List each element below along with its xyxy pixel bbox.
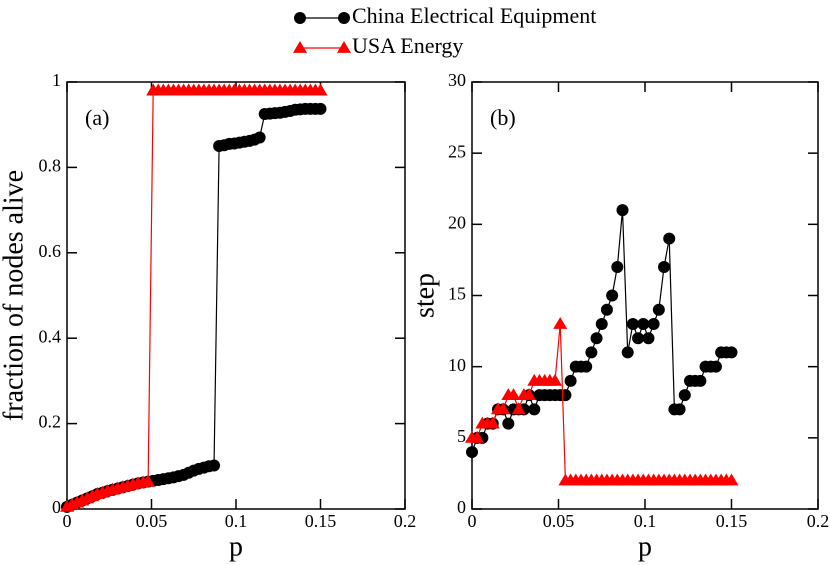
series-line bbox=[66, 108, 321, 508]
series-line bbox=[66, 89, 321, 508]
panel-label: (a) bbox=[85, 105, 109, 130]
data-point bbox=[548, 373, 563, 386]
data-point bbox=[470, 430, 485, 443]
x-tick-label: 0.05 bbox=[543, 511, 575, 531]
legend-label: USA Energy bbox=[352, 33, 463, 58]
legend-label: China Electrical Equipment bbox=[352, 3, 596, 28]
x-tick-label: 0.1 bbox=[225, 511, 248, 531]
data-point bbox=[313, 83, 328, 96]
data-point bbox=[652, 303, 665, 316]
data-point bbox=[595, 317, 608, 330]
data-point bbox=[553, 316, 568, 329]
data-point bbox=[466, 446, 478, 459]
y-tick-label: 30 bbox=[448, 70, 466, 90]
data-point bbox=[611, 261, 624, 274]
data-point bbox=[616, 204, 629, 217]
y-axis-label: step bbox=[409, 273, 440, 318]
data-point bbox=[506, 388, 521, 401]
data-point bbox=[590, 332, 603, 345]
x-tick-label: 0 bbox=[468, 511, 477, 531]
x-tick-label: 0 bbox=[63, 511, 72, 531]
y-tick-label: 1 bbox=[52, 70, 61, 90]
data-point bbox=[725, 346, 738, 359]
y-tick-label: 0.2 bbox=[39, 412, 62, 432]
x-tick-label: 0.15 bbox=[716, 511, 748, 531]
data-point bbox=[208, 459, 221, 472]
data-point bbox=[580, 360, 593, 373]
x-axis-label: p bbox=[638, 531, 652, 562]
y-tick-label: 25 bbox=[448, 141, 466, 161]
data-point bbox=[637, 317, 650, 330]
data-point bbox=[626, 317, 639, 330]
data-point bbox=[621, 346, 634, 359]
x-tick-label: 0.15 bbox=[305, 511, 337, 531]
data-point bbox=[559, 389, 572, 402]
data-point bbox=[314, 102, 327, 115]
data-point bbox=[502, 417, 515, 430]
data-point bbox=[585, 346, 598, 359]
y-tick-label: 15 bbox=[448, 284, 466, 304]
data-point bbox=[724, 473, 739, 486]
plot-frame bbox=[471, 81, 819, 510]
y-tick-label: 20 bbox=[448, 212, 466, 232]
y-tick-label: 0 bbox=[52, 497, 61, 517]
legend-marker bbox=[337, 41, 351, 53]
data-point bbox=[606, 289, 619, 302]
data-point bbox=[632, 332, 645, 345]
x-tick-label: 0.2 bbox=[807, 511, 830, 531]
x-tick-label: 0.1 bbox=[634, 511, 657, 531]
y-tick-label: 0.6 bbox=[39, 241, 62, 261]
data-point bbox=[709, 360, 722, 373]
data-point bbox=[496, 402, 511, 415]
data-point bbox=[522, 388, 537, 401]
y-tick-label: 5 bbox=[457, 426, 466, 446]
data-point bbox=[694, 374, 707, 387]
data-point bbox=[658, 261, 671, 274]
panel-label: (b) bbox=[490, 105, 516, 130]
data-point bbox=[663, 232, 676, 245]
legend-marker bbox=[294, 12, 306, 24]
data-point bbox=[485, 416, 500, 429]
series-line bbox=[471, 210, 732, 453]
legend-marker bbox=[338, 12, 350, 24]
data-point bbox=[642, 332, 655, 345]
data-point bbox=[600, 303, 613, 316]
y-tick-label: 10 bbox=[448, 355, 466, 375]
y-tick-label: 0.8 bbox=[39, 156, 62, 176]
legend-marker bbox=[293, 41, 307, 53]
data-point bbox=[511, 402, 526, 415]
y-tick-label: 0.4 bbox=[39, 326, 62, 346]
y-tick-label: 0 bbox=[457, 497, 466, 517]
data-point bbox=[647, 317, 660, 330]
y-axis-label: fraction of nodes alive bbox=[0, 170, 29, 421]
data-point bbox=[564, 374, 577, 387]
data-point bbox=[141, 474, 156, 487]
data-point bbox=[528, 403, 541, 416]
data-point bbox=[678, 389, 691, 402]
x-tick-label: 0.2 bbox=[394, 511, 417, 531]
series-line bbox=[472, 323, 732, 482]
x-axis-label: p bbox=[229, 531, 243, 562]
x-tick-label: 0.05 bbox=[136, 511, 168, 531]
data-point bbox=[673, 403, 686, 416]
data-point bbox=[253, 131, 266, 144]
